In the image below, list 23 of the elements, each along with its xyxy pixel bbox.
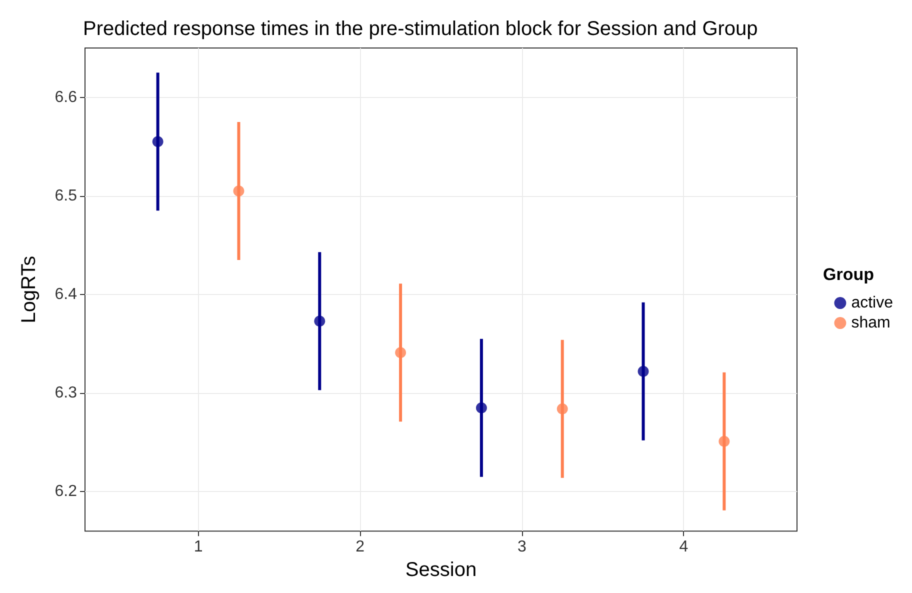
y-tick-label: 6.3 — [54, 384, 78, 402]
point — [395, 347, 406, 358]
point — [233, 185, 244, 196]
y-tick-label: 6.4 — [54, 286, 78, 303]
y-tick-label: 6.5 — [54, 187, 78, 204]
point — [638, 366, 649, 377]
x-axis-title: Session — [405, 559, 477, 581]
point — [152, 136, 164, 148]
x-tick-label: 1 — [194, 538, 203, 556]
legend-label: sham — [851, 314, 890, 332]
point — [718, 436, 730, 447]
y-axis-title: LogRTs — [18, 256, 40, 324]
legend-title: Group — [823, 265, 874, 284]
y-tick-label: 6.2 — [54, 483, 78, 500]
x-tick-label: 4 — [679, 538, 688, 556]
legend-label: active — [851, 294, 894, 312]
y-tick-label: 6.6 — [54, 88, 78, 106]
point — [314, 316, 326, 327]
point — [476, 402, 487, 414]
x-tick-label: 2 — [356, 538, 365, 556]
chart-title: Predicted response times in the pre-stimulation block for Session and Group — [83, 18, 758, 40]
point — [556, 403, 568, 414]
x-tick-label: 3 — [517, 538, 526, 556]
